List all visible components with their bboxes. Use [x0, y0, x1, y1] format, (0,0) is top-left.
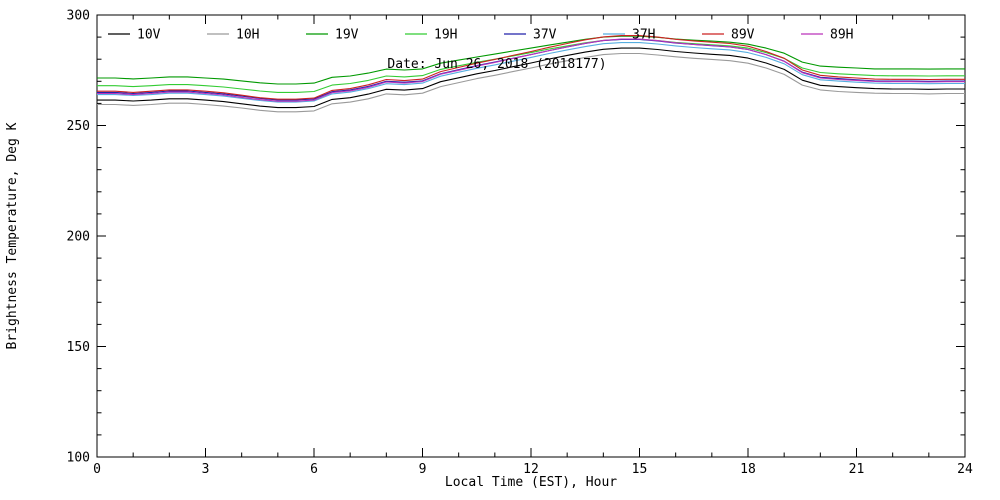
series-line-19H — [97, 38, 965, 93]
x-axis-label: Local Time (EST), Hour — [445, 475, 617, 490]
series-line-89V — [97, 35, 965, 100]
x-tick-label: 3 — [202, 462, 210, 477]
x-tick-label: 9 — [419, 462, 427, 477]
legend-label-19V: 19V — [335, 28, 359, 43]
series-line-10H — [97, 52, 965, 113]
legend-label-37V: 37V — [533, 28, 557, 43]
legend-label-10H: 10H — [236, 28, 259, 43]
chart-title: Date: Jun 26, 2018 (2018177) — [387, 57, 606, 72]
series-line-89H — [97, 38, 965, 102]
series-line-37H — [97, 42, 965, 103]
x-tick-label: 15 — [632, 462, 648, 477]
series-layer — [97, 35, 965, 113]
legend-label-37H: 37H — [632, 28, 655, 43]
x-tick-label: 18 — [740, 462, 756, 477]
legend-label-10V: 10V — [137, 28, 161, 43]
y-tick-label: 250 — [67, 119, 90, 134]
series-line-19V — [97, 35, 965, 85]
x-tick-label: 24 — [957, 462, 973, 477]
legend-label-89H: 89H — [830, 28, 853, 43]
y-tick-label: 200 — [67, 230, 90, 245]
legend-label-89V: 89V — [731, 28, 755, 43]
legend-label-19H: 19H — [434, 28, 457, 43]
chart-legend: 10V 10H 19V 19H 37V 37H 89V 89H — [108, 28, 853, 43]
y-tick-label: 100 — [67, 451, 90, 466]
y-tick-label: 150 — [67, 340, 90, 355]
y-tick-label: 300 — [67, 9, 90, 24]
series-line-10V — [97, 47, 965, 109]
axes-layer: 0 3 6 9 12 15 18 21 24 100 150 200 250 300 — [67, 9, 973, 478]
x-tick-label: 21 — [849, 462, 865, 477]
y-axis-label: Brightness Temperature, Deg K — [5, 122, 20, 349]
x-tick-label: 12 — [523, 462, 539, 477]
x-tick-label: 0 — [93, 462, 101, 477]
x-tick-label: 6 — [310, 462, 318, 477]
